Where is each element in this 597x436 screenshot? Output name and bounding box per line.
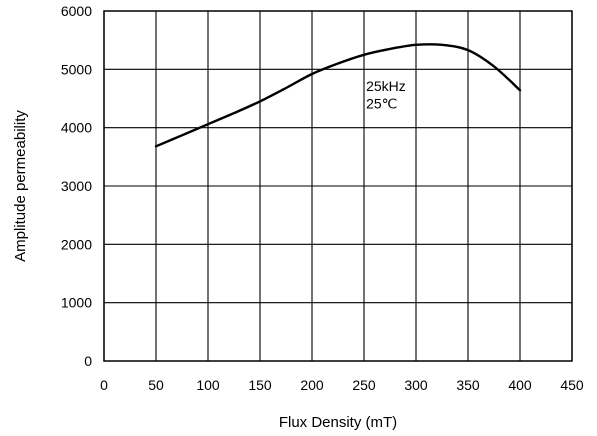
y-tick-label-2000: 2000 — [61, 236, 92, 252]
x-tick-label-150: 150 — [248, 377, 272, 393]
plot-frame — [103, 10, 573, 362]
x-tick-label-200: 200 — [300, 377, 324, 393]
x-tick-label-350: 350 — [456, 377, 480, 393]
x-tick-labels: 0 50 100 150 200 250 300 350 400 450 — [100, 377, 584, 393]
x-axis-title: Flux Density (mT) — [279, 414, 397, 431]
series-line-permeability — [154, 43, 522, 148]
y-tick-label-3000: 3000 — [61, 178, 92, 194]
y-tick-label-0: 0 — [84, 353, 92, 369]
y-tick-label-5000: 5000 — [61, 61, 92, 77]
y-tick-labels: 0 1000 2000 3000 4000 5000 6000 — [61, 3, 92, 369]
y-tick-label-4000: 4000 — [61, 120, 92, 136]
y-tick-label-6000: 6000 — [61, 3, 92, 19]
y-axis-title: Amplitude permeability — [12, 110, 29, 262]
x-tick-label-0: 0 — [100, 377, 108, 393]
x-tick-label-450: 450 — [560, 377, 584, 393]
annotation-frequency: 25kHz — [366, 78, 406, 94]
x-tick-label-50: 50 — [148, 377, 164, 393]
x-tick-label-100: 100 — [196, 377, 220, 393]
x-tick-label-400: 400 — [508, 377, 532, 393]
x-tick-label-250: 250 — [352, 377, 376, 393]
annotation-temperature: 25℃ — [366, 95, 397, 111]
y-tick-label-1000: 1000 — [61, 295, 92, 311]
x-tick-label-300: 300 — [404, 377, 428, 393]
